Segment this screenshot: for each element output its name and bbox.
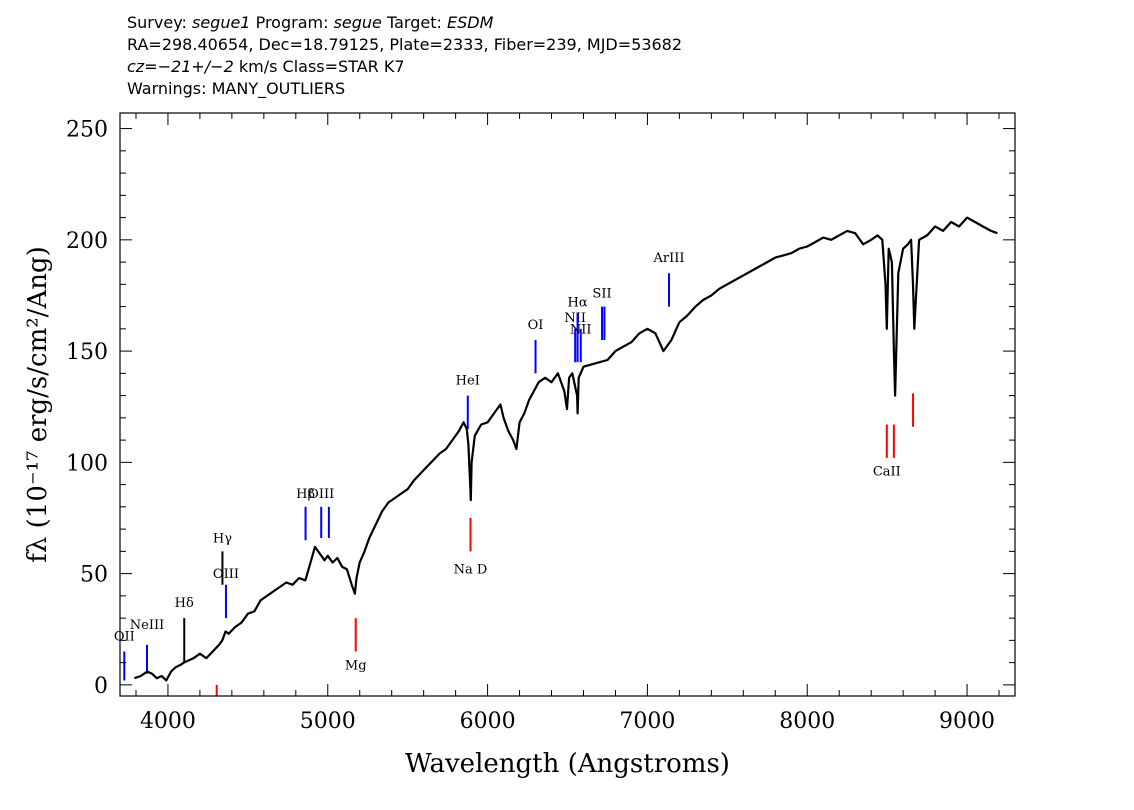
annotation-label: Na D: [454, 563, 488, 578]
annotation-label: HeI: [456, 373, 480, 388]
header-line-warnings: Warnings: MANY_OUTLIERS: [127, 79, 346, 98]
annotation-label: NeIII: [130, 618, 164, 633]
target-label: Target:: [387, 13, 442, 32]
annotation-label: Hγ: [213, 531, 232, 546]
annotation-label: OI: [528, 318, 544, 333]
y-tick-label: 0: [94, 674, 108, 699]
annotation-label: Hβ: [296, 487, 315, 502]
spectrum-line: [134, 216, 998, 682]
header-line-coordinates: RA=298.40654, Dec=18.79125, Plate=2333, …: [127, 35, 683, 54]
cz-rest: km/s Class=STAR K7: [233, 57, 405, 76]
x-tick-label: 7000: [619, 709, 675, 734]
annotation-label: ArIII: [652, 251, 684, 266]
cz-value: −21+/−2: [157, 57, 234, 76]
annotation-label: SII: [592, 287, 611, 302]
y-tick-label: 200: [66, 229, 108, 254]
target-value: ESDM: [446, 13, 494, 32]
header-line-survey: Survey: segue1 Program: segue Target: ES…: [127, 12, 887, 34]
survey-value: segue1: [191, 13, 251, 32]
x-axis: 4000 5000 6000 7000 8000 9000: [135, 113, 1000, 734]
y-axis: 0 50 100 150 200 250: [66, 118, 1015, 699]
y-tick-label: 50: [80, 563, 108, 588]
annotation-label: NII: [564, 311, 586, 326]
x-tick-label: 9000: [939, 709, 995, 734]
spectrum-series: [134, 216, 998, 682]
y-tick-label: 100: [66, 451, 108, 476]
annotation-label: OIII: [213, 567, 239, 582]
annotation-label: OII: [114, 629, 135, 644]
annotation-label: OIII: [308, 487, 334, 502]
x-tick-label: 8000: [779, 709, 835, 734]
y-tick-label: 250: [66, 118, 108, 143]
x-tick-label: 6000: [460, 709, 516, 734]
annotation-label: Mg: [345, 658, 367, 673]
x-axis-label: Wavelength (Angstroms): [405, 749, 730, 779]
annotation-label: CaII: [873, 465, 901, 480]
annotation-label: Hδ: [175, 596, 194, 611]
y-tick-label: 150: [66, 340, 108, 365]
x-tick-label: 5000: [300, 709, 356, 734]
program-label: Program:: [255, 13, 329, 32]
program-value: segue: [333, 13, 382, 32]
cz-label: cz=: [127, 57, 158, 76]
header-line-redshift: cz=−21+/−2 km/s Class=STAR K7: [127, 56, 887, 78]
y-axis-label: fλ (10⁻¹⁷ erg/s/cm²/Ang): [23, 246, 53, 562]
annotation-label: NII: [570, 322, 592, 337]
plot-header: Survey: segue1 Program: segue Target: ES…: [127, 12, 887, 100]
plot-frame: [119, 112, 1016, 697]
x-tick-label: 4000: [140, 709, 196, 734]
survey-label: Survey:: [127, 13, 187, 32]
annotation-label: Hα: [568, 296, 588, 311]
